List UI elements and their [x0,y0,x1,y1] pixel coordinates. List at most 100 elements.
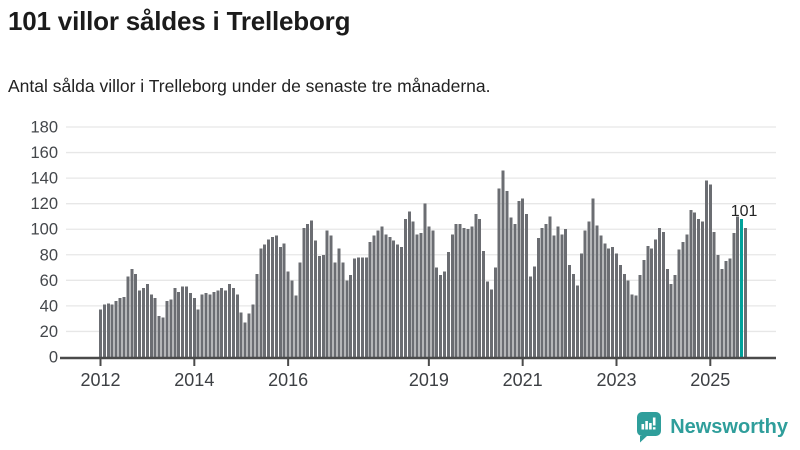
bar [388,236,392,358]
bar [470,226,474,358]
bar [427,226,431,358]
y-axis-labels: 0 20 40 60 80 100 120 140 160 180 [30,119,58,367]
bar [212,291,216,358]
bar [700,221,704,358]
bar [501,170,505,358]
bar [568,265,572,358]
bar [216,290,220,358]
bar [575,285,579,358]
highlight-value-label: 101 [731,203,758,220]
bar [697,219,701,358]
chart-subtitle: Antal sålda villor i Trelleborg under de… [8,76,491,96]
bar [548,216,552,358]
bar [474,213,478,358]
bar [243,322,247,358]
bar [466,229,470,358]
bar [310,220,314,358]
bar [274,235,278,358]
y-tick-label: 60 [40,272,58,290]
bar [114,300,118,358]
bar [728,258,732,358]
bar [720,268,724,358]
bar [329,235,333,358]
bar [646,245,650,358]
bar [298,262,302,358]
bar [497,188,501,358]
bar [173,288,177,358]
bar [693,212,697,358]
bar [509,217,513,358]
bar [442,271,446,358]
bar [505,190,509,358]
bar [431,230,435,358]
bar [587,221,591,358]
bar [552,235,556,358]
bar [267,239,271,358]
bar [716,254,720,358]
bar [415,234,419,358]
bar [657,227,661,358]
bar [325,230,329,358]
bar [192,298,196,358]
bar [235,294,239,358]
bar [157,316,161,358]
bar [661,231,665,358]
x-tick-label: 2016 [268,370,308,390]
bar [228,284,231,358]
bar [708,184,712,358]
x-tick-label: 2021 [503,370,543,390]
bar [200,294,204,358]
logo-bars-glyph [641,417,656,430]
bar [595,225,599,358]
x-axis: 2012 2014 2016 2019 2021 2023 2025 [60,356,776,390]
bar [380,226,384,358]
bar [99,309,102,358]
x-tick-label: 2023 [596,370,636,390]
bar [618,265,622,358]
bar [607,248,611,358]
bar [489,289,493,358]
bar [138,290,142,358]
bar [165,300,169,358]
bar [314,240,317,358]
bar [732,233,736,358]
bar [704,180,708,358]
bar [302,227,306,358]
bar [677,249,681,358]
y-tick-label: 120 [30,195,58,213]
bar [161,317,165,358]
bar [306,224,310,358]
bar [724,261,728,358]
bar [345,280,349,358]
bar [665,268,669,358]
bar [333,262,337,358]
bar [579,253,583,358]
bar [177,291,181,358]
bar [673,275,677,358]
bar [372,235,376,358]
bar [478,219,482,358]
bar [736,216,740,358]
bar [411,221,415,358]
bar [532,266,536,358]
last-value-annotation: 101 [731,203,758,220]
bar [591,198,595,358]
bar [106,303,110,358]
bar [251,304,255,358]
bar [188,293,192,358]
bar [458,224,462,358]
brand-footer: Newsworthy [635,410,788,444]
bar [282,243,286,358]
bar [341,262,345,358]
bar [630,294,634,358]
bar [743,227,747,358]
bar [145,284,149,358]
bar [149,294,153,358]
bar [364,257,368,358]
bar [454,224,458,358]
bar [560,234,564,358]
y-tick-label: 140 [30,170,58,188]
highlight-bar [740,219,744,358]
